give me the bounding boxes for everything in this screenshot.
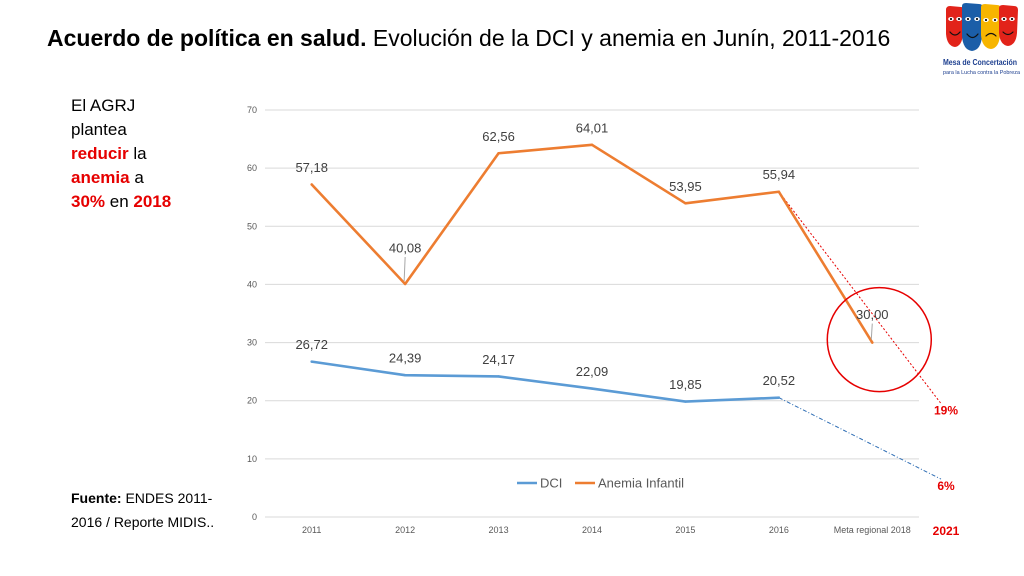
- data-label: 62,56: [482, 129, 515, 144]
- note-text: a: [129, 168, 144, 187]
- series-line: [310, 360, 781, 403]
- y-tick-label: 70: [247, 105, 257, 115]
- projection-label: 19%: [934, 404, 958, 418]
- y-tick-label: 40: [247, 279, 257, 289]
- legend: DCI Anemia Infantil: [517, 476, 684, 491]
- source-text: ENDES 2011-: [121, 490, 213, 506]
- label-leader-line: [870, 323, 873, 340]
- mask-pupils: [949, 17, 1014, 22]
- x-tick-label: 2016: [769, 525, 789, 535]
- data-label: 40,08: [389, 240, 422, 255]
- source-note: Fuente: ENDES 2011- 2016 / Reporte MIDIS…: [71, 486, 214, 534]
- page-title-bold: Acuerdo de política en salud.: [47, 25, 367, 51]
- x-tick-label: 2012: [395, 525, 415, 535]
- data-point: [777, 190, 781, 193]
- data-label: 20,52: [763, 373, 796, 388]
- data-point: [590, 387, 594, 390]
- data-point: [310, 183, 313, 186]
- goal-note: El AGRJ plantea reducir la anemia a 30% …: [71, 94, 171, 214]
- note-highlight: 2018: [133, 192, 172, 211]
- y-tick-label: 50: [247, 221, 257, 231]
- data-point: [684, 202, 687, 205]
- note-text: El AGRJ: [71, 96, 136, 115]
- source-text: 2016 / Reporte MIDIS..: [71, 514, 215, 530]
- projection-year-label: 2021: [933, 524, 960, 538]
- data-point: [403, 282, 407, 286]
- data-label: 24,17: [482, 352, 515, 367]
- logo-name-line1: Mesa de Concertación: [943, 57, 1017, 67]
- projection-label: 6%: [937, 479, 955, 493]
- series-anemia-infantil: 57,18 40,08 62,56 64,01 53,95 55,94 30,00: [295, 120, 889, 344]
- x-tick-label: 2013: [489, 525, 509, 535]
- projection-line: [778, 397, 942, 480]
- data-label: 30,00: [856, 307, 889, 322]
- mask-shape: [999, 5, 1018, 46]
- y-tick-label: 20: [247, 396, 257, 406]
- data-point: [871, 341, 874, 344]
- note-line: anemia a: [71, 166, 171, 190]
- data-point: [590, 143, 594, 147]
- data-point: [403, 373, 407, 377]
- data-point: [777, 396, 781, 399]
- data-point: [497, 152, 500, 155]
- projection-line: [778, 191, 942, 404]
- page-title-rest: Evolución de la DCI y anemia en Junín, 2…: [366, 25, 891, 51]
- data-label: 22,09: [576, 364, 609, 379]
- data-label: 24,39: [389, 351, 422, 366]
- note-highlight: anemia: [71, 168, 130, 187]
- data-label: 19,85: [669, 377, 702, 392]
- legend-item: DCI: [517, 476, 562, 491]
- note-line: plantea: [71, 118, 171, 142]
- mask-shape: [962, 3, 983, 51]
- data-point: [684, 400, 687, 403]
- mask-mouths: [949, 31, 1014, 39]
- data-label: 64,01: [576, 120, 609, 135]
- source-label: Fuente:: [71, 490, 122, 506]
- note-highlight: reducir: [71, 144, 129, 163]
- theater-masks-icon: [946, 3, 1018, 51]
- y-tick-label: 60: [247, 163, 257, 173]
- mask-shape: [981, 4, 1001, 49]
- highlight-circle: [826, 286, 933, 393]
- note-text: en: [105, 192, 134, 211]
- page-title: Acuerdo de política en salud. Evolución …: [47, 24, 890, 52]
- mask-shape: [946, 6, 964, 47]
- data-label: 53,95: [669, 179, 702, 194]
- data-point: [497, 375, 500, 378]
- y-tick-label: 30: [247, 338, 257, 348]
- label-leader-line: [403, 256, 406, 281]
- data-label: 26,72: [295, 337, 328, 352]
- series-dci: 26,72 24,39 24,17 22,09 19,85 20,52: [295, 337, 795, 403]
- note-highlight: 30%: [71, 192, 106, 211]
- note-line: reducir la: [71, 142, 171, 166]
- y-tick-label: 0: [252, 512, 257, 522]
- logo-name-line2: para la Lucha contra la Pobreza: [943, 70, 1021, 76]
- data-label: 57,18: [295, 160, 328, 175]
- source-line: 2016 / Reporte MIDIS..: [71, 510, 214, 534]
- x-tick-label: 2011: [302, 525, 321, 535]
- organization-logo: Mesa de Concertación para la Lucha contr…: [942, 1, 1022, 85]
- source-line: Fuente: ENDES 2011-: [71, 486, 214, 510]
- x-tick-label: 2014: [582, 525, 602, 535]
- data-point: [310, 360, 313, 363]
- note-line: El AGRJ: [71, 94, 171, 118]
- legend-item: Anemia Infantil: [575, 476, 684, 491]
- x-tick-label: Meta regional 2018: [834, 525, 911, 535]
- theater-masks-logo-icon: Mesa de Concertación para la Lucha contr…: [943, 3, 1021, 76]
- x-tick-label: 2015: [675, 525, 695, 535]
- note-text: plantea: [71, 120, 127, 139]
- note-line: 30% en 2018: [71, 190, 171, 214]
- y-tick-label: 10: [247, 454, 257, 464]
- gridlines: [265, 109, 919, 518]
- note-text: la: [128, 144, 147, 163]
- data-label: 55,94: [763, 167, 796, 182]
- legend-label: Anemia Infantil: [598, 476, 684, 491]
- legend-label: DCI: [540, 476, 562, 491]
